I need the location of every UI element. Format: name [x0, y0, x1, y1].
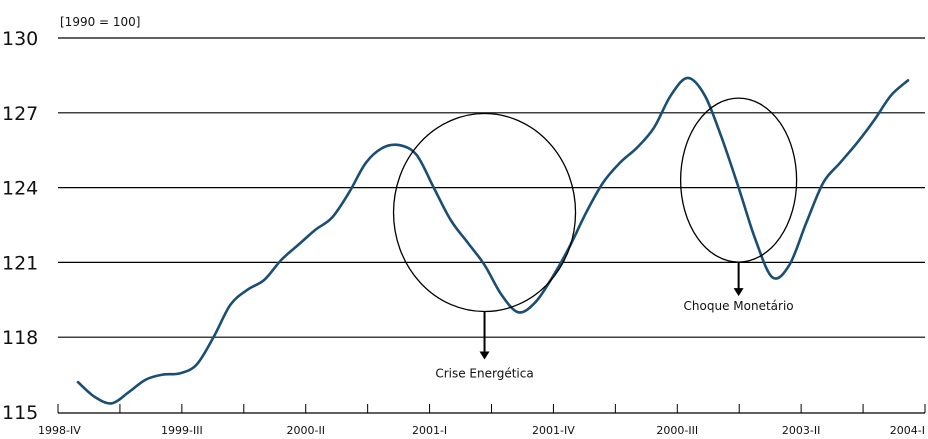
- x-tick-label: 2001-I: [412, 424, 447, 437]
- y-tick-label: 121: [2, 252, 38, 274]
- x-axis-tick-labels: 1998-IV 1999-III 2000-II 2001-I 2001-IV 2000-…: [38, 424, 925, 437]
- x-tick-label: 2000-II: [286, 424, 324, 437]
- x-tick-label: 1999-III: [161, 424, 203, 437]
- annotation-ellipse: [679, 97, 798, 263]
- y-tick-label: 127: [2, 103, 38, 125]
- annotation: Choque Monetário: [679, 97, 798, 313]
- series-line: [76, 76, 910, 405]
- y-tick-label: 118: [2, 327, 38, 349]
- x-axis-ticks: [57, 404, 926, 413]
- x-tick-label: 2000-III: [656, 424, 698, 437]
- y-tick-label: 124: [2, 178, 38, 200]
- x-tick-label: 1998-IV: [38, 424, 81, 437]
- annotations: Crise Energética Choque Monetário: [392, 97, 798, 381]
- y-tick-label: 130: [2, 28, 38, 50]
- gridlines: [58, 37, 925, 338]
- y-tick-label: 115: [2, 402, 38, 424]
- x-tick-label: 2001-IV: [532, 424, 575, 437]
- x-tick-label: 2004-I: [890, 424, 925, 437]
- x-tick-label: 2003-II: [782, 424, 820, 437]
- annotation-arrowhead: [733, 288, 744, 297]
- unit-label: [1990 = 100]: [60, 15, 141, 29]
- annotation: Crise Energética: [392, 112, 577, 381]
- annotation-arrowhead: [479, 351, 490, 360]
- annotation-label: Crise Energética: [435, 367, 533, 381]
- y-axis-tick-labels: 130 127 124 121 118 115: [2, 28, 38, 424]
- annotation-label: Choque Monetário: [684, 299, 794, 313]
